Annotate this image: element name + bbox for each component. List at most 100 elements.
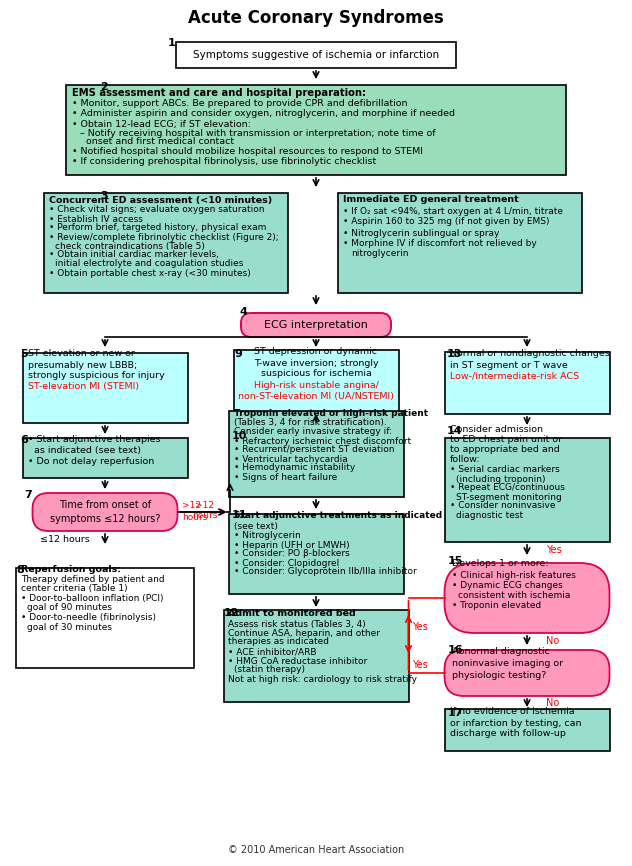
Text: • Monitor, support ABCs. Be prepared to provide CPR and defibrillation: • Monitor, support ABCs. Be prepared to … bbox=[72, 100, 408, 108]
Text: discharge with follow-up: discharge with follow-up bbox=[449, 729, 566, 739]
Text: • Obtain initial cardiac marker levels,: • Obtain initial cardiac marker levels, bbox=[49, 250, 219, 260]
FancyBboxPatch shape bbox=[44, 193, 288, 293]
Text: suspicious for ischemia: suspicious for ischemia bbox=[260, 370, 372, 378]
FancyBboxPatch shape bbox=[444, 352, 609, 414]
Text: • Notified hospital should mobilize hospital resources to respond to STEMI: • Notified hospital should mobilize hosp… bbox=[72, 147, 423, 157]
Text: 6: 6 bbox=[20, 435, 28, 445]
Text: 3: 3 bbox=[100, 191, 107, 201]
Text: • Nitroglycerin sublingual or spray: • Nitroglycerin sublingual or spray bbox=[343, 229, 499, 237]
Text: • Obtain 12-lead ECG; if ST elevation:: • Obtain 12-lead ECG; if ST elevation: bbox=[72, 120, 251, 128]
FancyBboxPatch shape bbox=[338, 193, 582, 293]
Text: • Do not delay reperfusion: • Do not delay reperfusion bbox=[28, 457, 154, 467]
Text: • If O₂ sat <94%, start oxygen at 4 L/min, titrate: • If O₂ sat <94%, start oxygen at 4 L/mi… bbox=[343, 206, 563, 216]
Text: • Dynamic ECG changes: • Dynamic ECG changes bbox=[453, 580, 563, 590]
Text: as indicated (see text): as indicated (see text) bbox=[33, 447, 140, 456]
Text: • If considering prehospital fibrinolysis, use fibrinolytic checklist: • If considering prehospital fibrinolysi… bbox=[72, 158, 376, 166]
Text: • Repeat ECG/continuous: • Repeat ECG/continuous bbox=[449, 483, 564, 493]
Text: follow:: follow: bbox=[449, 456, 480, 464]
Text: Consider admission: Consider admission bbox=[449, 425, 542, 435]
Text: • Heparin (UFH or LMWH): • Heparin (UFH or LMWH) bbox=[233, 540, 349, 550]
Text: 9: 9 bbox=[234, 349, 242, 359]
Text: to ED chest pain unit or: to ED chest pain unit or bbox=[449, 436, 562, 444]
FancyBboxPatch shape bbox=[16, 568, 194, 668]
Text: 2: 2 bbox=[100, 82, 107, 92]
Text: ST-elevation MI (STEMI): ST-elevation MI (STEMI) bbox=[28, 383, 138, 391]
Text: • Consider: Clopidogrel: • Consider: Clopidogrel bbox=[233, 559, 339, 567]
Text: 16: 16 bbox=[448, 645, 464, 655]
Text: (see text): (see text) bbox=[233, 521, 277, 531]
Text: • Review/complete fibrinolytic checklist (Figure 2);: • Review/complete fibrinolytic checklist… bbox=[49, 232, 279, 242]
FancyBboxPatch shape bbox=[224, 610, 408, 702]
Text: No: No bbox=[546, 636, 559, 646]
Text: • Establish IV access: • Establish IV access bbox=[49, 215, 143, 223]
Text: Acute Coronary Syndromes: Acute Coronary Syndromes bbox=[188, 9, 444, 27]
Text: or infarction by testing, can: or infarction by testing, can bbox=[449, 719, 581, 727]
Text: • Door-to-balloon inflation (PCI): • Door-to-balloon inflation (PCI) bbox=[21, 594, 164, 604]
Text: noninvasive imaging or: noninvasive imaging or bbox=[453, 660, 564, 669]
Text: 8: 8 bbox=[16, 565, 24, 575]
Text: • Start adjunctive therapies: • Start adjunctive therapies bbox=[28, 436, 160, 444]
Text: 17: 17 bbox=[448, 708, 463, 718]
Text: • Ventricular tachycardia: • Ventricular tachycardia bbox=[233, 455, 347, 463]
Text: hours: hours bbox=[182, 514, 207, 522]
Text: • Hemodynamic instability: • Hemodynamic instability bbox=[233, 463, 355, 473]
Text: consistent with ischemia: consistent with ischemia bbox=[458, 591, 571, 599]
FancyBboxPatch shape bbox=[23, 353, 188, 423]
Text: ≤12 hours: ≤12 hours bbox=[40, 534, 90, 544]
Text: check contraindications (Table 5): check contraindications (Table 5) bbox=[55, 242, 205, 250]
Text: • ACE inhibitor/ARB: • ACE inhibitor/ARB bbox=[229, 648, 317, 656]
Text: • Obtain portable chest x-ray (<30 minutes): • Obtain portable chest x-ray (<30 minut… bbox=[49, 268, 251, 277]
Text: nitroglycerin: nitroglycerin bbox=[351, 249, 408, 258]
Text: hours: hours bbox=[192, 512, 217, 520]
Text: Continue ASA, heparin, and other: Continue ASA, heparin, and other bbox=[229, 629, 380, 637]
Text: ECG interpretation: ECG interpretation bbox=[264, 320, 368, 330]
Text: to appropriate bed and: to appropriate bed and bbox=[449, 445, 559, 455]
Text: symptoms ≤12 hours?: symptoms ≤12 hours? bbox=[50, 514, 160, 524]
Text: Yes: Yes bbox=[413, 622, 428, 632]
FancyBboxPatch shape bbox=[176, 42, 456, 68]
Text: 10: 10 bbox=[232, 431, 247, 441]
Text: strongly suspicious for injury: strongly suspicious for injury bbox=[28, 372, 164, 380]
Text: goal of 90 minutes: goal of 90 minutes bbox=[27, 604, 112, 612]
Text: presumably new LBBB;: presumably new LBBB; bbox=[28, 360, 137, 370]
Text: Abnormal diagnostic: Abnormal diagnostic bbox=[453, 648, 550, 656]
Text: – Notify receiving hospital with transmission or interpretation; note time of: – Notify receiving hospital with transmi… bbox=[80, 128, 435, 138]
FancyBboxPatch shape bbox=[233, 350, 399, 424]
Text: • Recurrent/persistent ST deviation: • Recurrent/persistent ST deviation bbox=[233, 445, 394, 455]
Text: ST elevation or new or: ST elevation or new or bbox=[28, 350, 135, 359]
Text: Assess risk status (Tables 3, 4): Assess risk status (Tables 3, 4) bbox=[229, 619, 367, 629]
FancyBboxPatch shape bbox=[444, 563, 609, 633]
Text: Symptoms suggestive of ischemia or infarction: Symptoms suggestive of ischemia or infar… bbox=[193, 50, 439, 60]
Text: 5: 5 bbox=[20, 349, 28, 359]
FancyBboxPatch shape bbox=[444, 438, 609, 542]
Text: initial electrolyte and coagulation studies: initial electrolyte and coagulation stud… bbox=[55, 260, 243, 268]
Text: Therapy defined by patient and: Therapy defined by patient and bbox=[21, 576, 164, 585]
Text: 14: 14 bbox=[447, 426, 463, 436]
FancyBboxPatch shape bbox=[229, 411, 403, 497]
Text: 11: 11 bbox=[232, 510, 248, 520]
Text: If no evidence of ischemia: If no evidence of ischemia bbox=[449, 708, 574, 716]
Text: goal of 30 minutes: goal of 30 minutes bbox=[27, 623, 112, 631]
Text: (statin therapy): (statin therapy) bbox=[234, 665, 305, 675]
Text: • Morphine IV if discomfort not relieved by: • Morphine IV if discomfort not relieved… bbox=[343, 240, 537, 249]
Text: • Clinical high-risk features: • Clinical high-risk features bbox=[453, 571, 576, 579]
Text: Normal or nondiagnostic changes: Normal or nondiagnostic changes bbox=[449, 350, 609, 359]
Text: >12: >12 bbox=[182, 501, 201, 510]
Text: EMS assessment and care and hospital preparation:: EMS assessment and care and hospital pre… bbox=[72, 88, 366, 98]
Text: Admit to monitored bed: Admit to monitored bed bbox=[229, 610, 356, 618]
Text: Troponin elevated or high-risk patient: Troponin elevated or high-risk patient bbox=[233, 409, 428, 417]
Text: 15: 15 bbox=[448, 556, 463, 566]
Text: • Serial cardiac markers: • Serial cardiac markers bbox=[449, 466, 559, 475]
FancyBboxPatch shape bbox=[444, 650, 609, 696]
Text: in ST segment or T wave: in ST segment or T wave bbox=[449, 360, 568, 370]
Text: 13: 13 bbox=[447, 349, 463, 359]
Text: Reperfusion goals:: Reperfusion goals: bbox=[21, 565, 121, 574]
Text: Yes: Yes bbox=[413, 660, 428, 670]
FancyBboxPatch shape bbox=[229, 514, 403, 594]
FancyBboxPatch shape bbox=[444, 709, 609, 751]
Text: therapies as indicated: therapies as indicated bbox=[229, 637, 329, 647]
Text: • Aspirin 160 to 325 mg (if not given by EMS): • Aspirin 160 to 325 mg (if not given by… bbox=[343, 217, 549, 227]
FancyBboxPatch shape bbox=[241, 313, 391, 337]
Text: Start adjunctive treatments as indicated: Start adjunctive treatments as indicated bbox=[233, 512, 442, 520]
FancyBboxPatch shape bbox=[23, 438, 188, 478]
